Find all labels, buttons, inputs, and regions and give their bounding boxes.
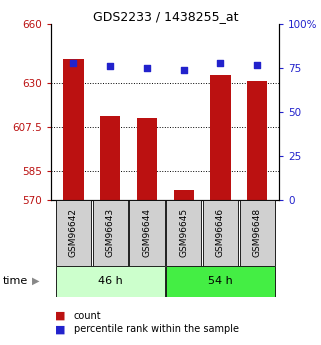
Bar (129, 200, 165, 266)
Text: GSM96648: GSM96648 (253, 208, 262, 257)
Title: GDS2233 / 1438255_at: GDS2233 / 1438255_at (92, 10, 238, 23)
Bar (63, 59, 83, 200)
Text: GSM96642: GSM96642 (69, 208, 78, 257)
Text: percentile rank within the sample: percentile rank within the sample (74, 325, 239, 334)
Text: ■: ■ (55, 325, 65, 334)
Bar (239, 200, 275, 266)
Bar (56, 266, 165, 297)
Point (255, 62, 260, 67)
Text: count: count (74, 311, 101, 321)
Text: 46 h: 46 h (98, 276, 123, 286)
Point (181, 67, 186, 73)
Bar (137, 118, 157, 200)
Bar (166, 200, 201, 266)
Text: GSM96646: GSM96646 (216, 208, 225, 257)
Bar (166, 266, 275, 297)
Bar (247, 81, 267, 200)
Text: time: time (3, 276, 29, 286)
Bar (100, 116, 120, 200)
Point (218, 60, 223, 66)
Bar (92, 200, 128, 266)
Point (71, 60, 76, 66)
Point (108, 63, 113, 69)
Text: GSM96645: GSM96645 (179, 208, 188, 257)
Text: ■: ■ (55, 311, 65, 321)
Bar (174, 190, 194, 200)
Text: 54 h: 54 h (208, 276, 233, 286)
Point (144, 66, 150, 71)
Text: GSM96644: GSM96644 (143, 208, 152, 257)
Bar (210, 75, 230, 200)
Bar (203, 200, 238, 266)
Text: GSM96643: GSM96643 (106, 208, 115, 257)
Text: ▶: ▶ (32, 276, 39, 286)
Bar (56, 200, 91, 266)
